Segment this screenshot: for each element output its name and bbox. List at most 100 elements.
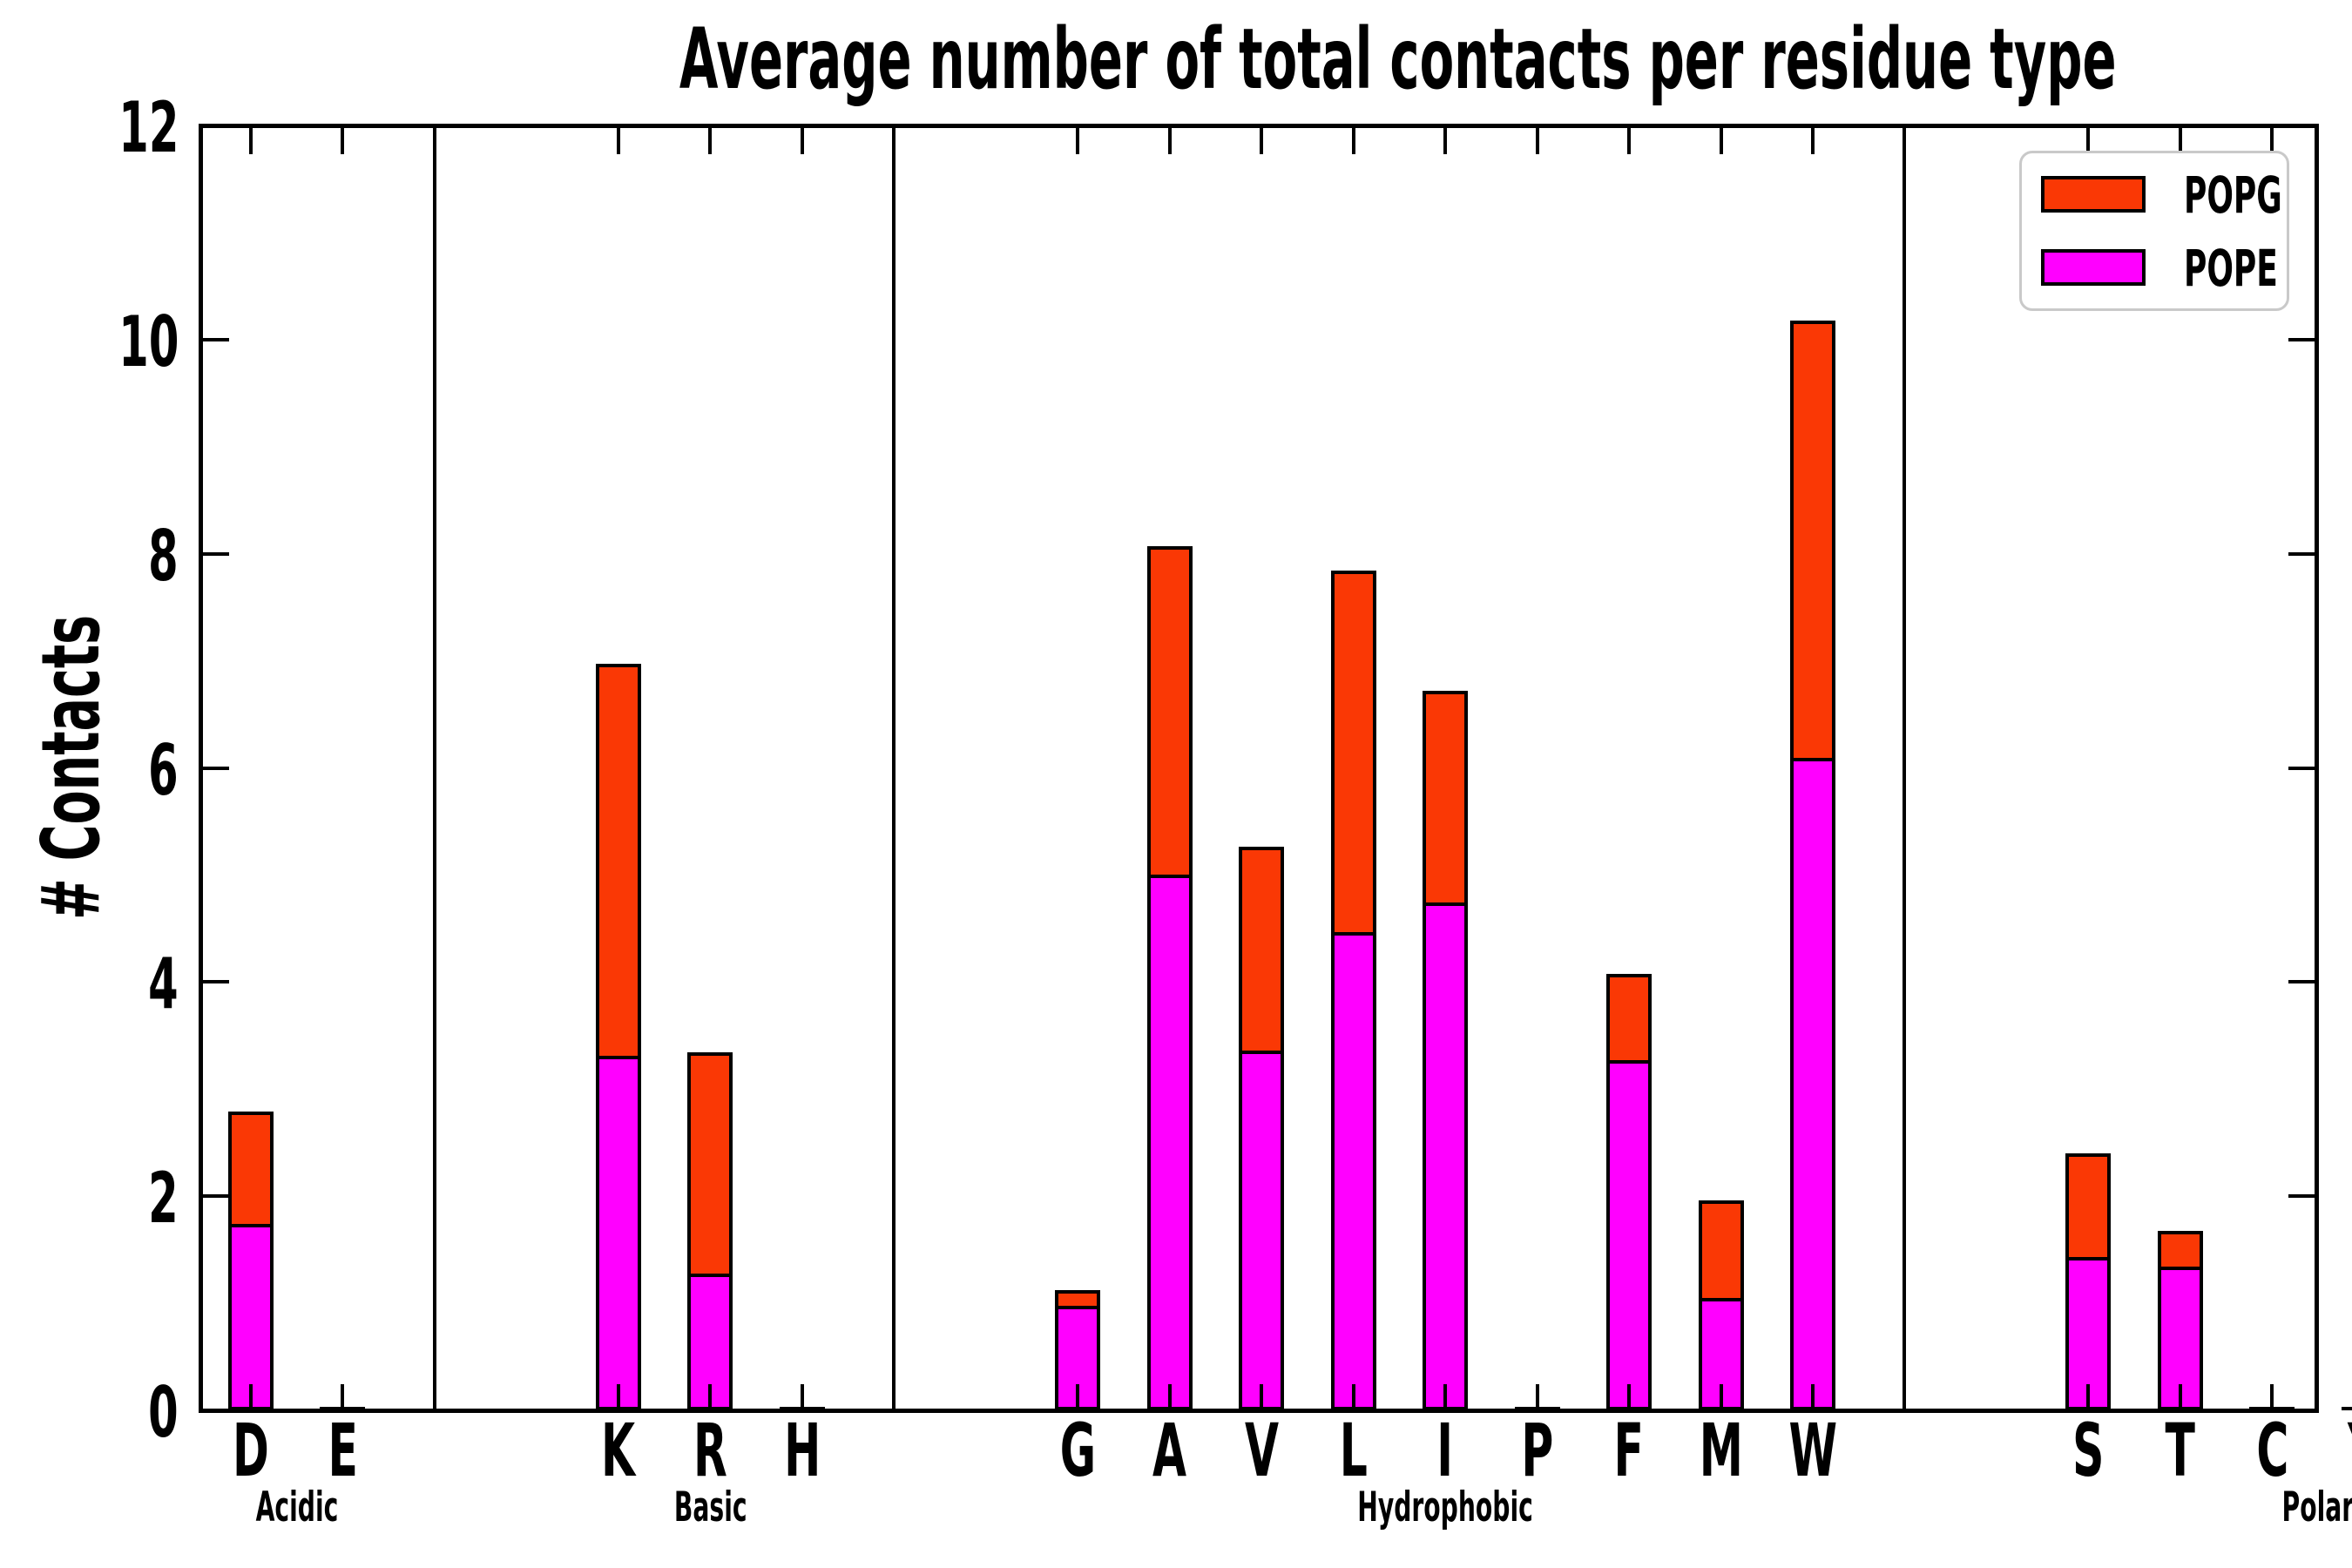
bar-T-popg xyxy=(2157,1230,2203,1271)
legend-swatch-pope xyxy=(2041,249,2146,286)
x-tick-label-S: S xyxy=(2027,1413,2149,1488)
y-tick-right-2 xyxy=(2288,1194,2315,1199)
x-tick-letter: A xyxy=(1152,1408,1187,1493)
x-tick-letter: C xyxy=(2255,1408,2288,1493)
y-tick-value: 12 xyxy=(118,87,179,168)
y-tick-left-6 xyxy=(203,766,229,770)
x-tick-top-P xyxy=(1535,128,1539,154)
x-tick-top-L xyxy=(1351,128,1355,154)
y-tick-label-2: 2 xyxy=(48,1163,179,1234)
legend-swatch-popg xyxy=(2041,176,2146,213)
bar-M-popg xyxy=(1698,1200,1744,1301)
x-tick-label-P: P xyxy=(1477,1413,1598,1488)
x-tick-label-D: D xyxy=(190,1413,312,1488)
y-tick-value: 4 xyxy=(148,943,179,1025)
x-tick-label-V: V xyxy=(1200,1413,1322,1488)
x-tick-bottom-C xyxy=(2270,1384,2274,1410)
x-tick-bottom-L xyxy=(1351,1384,1355,1410)
bar-R-popg xyxy=(687,1052,733,1277)
group-divider-2 xyxy=(892,128,896,1409)
y-tick-right-4 xyxy=(2288,980,2315,984)
x-tick-bottom-R xyxy=(708,1384,713,1410)
y-tick-value: 6 xyxy=(148,729,179,811)
x-tick-top-T xyxy=(2178,128,2182,154)
x-tick-top-E xyxy=(341,128,345,154)
x-tick-letter: Y xyxy=(2349,1413,2352,1488)
x-tick-letter: R xyxy=(693,1408,727,1493)
x-tick-bottom-S xyxy=(2086,1384,2091,1410)
x-tick-label-H: H xyxy=(741,1413,863,1488)
x-tick-top-F xyxy=(1627,128,1632,154)
x-tick-label-A: A xyxy=(1109,1413,1231,1488)
bar-V-popg xyxy=(1239,847,1285,1054)
chart-title-text: Average number of total contacts per res… xyxy=(679,10,2117,108)
x-tick-top-V xyxy=(1260,128,1264,154)
x-tick-bottom-P xyxy=(1535,1384,1539,1410)
bar-S-popg xyxy=(2065,1153,2112,1261)
bar-W-popg xyxy=(1789,320,1835,762)
bottom-spine xyxy=(199,1409,2319,1413)
left-spine xyxy=(199,124,203,1413)
bar-K-pope xyxy=(595,1056,641,1410)
x-tick-label-R: R xyxy=(649,1413,771,1488)
bar-G-popg xyxy=(1055,1290,1101,1309)
x-tick-bottom-F xyxy=(1627,1384,1632,1410)
y-tick-left-8 xyxy=(203,551,229,556)
bar-L-popg xyxy=(1330,571,1376,936)
x-tick-label-K: K xyxy=(558,1413,679,1488)
bar-D-popg xyxy=(228,1112,274,1228)
group-label-text: Hydrophobic xyxy=(1357,1484,1533,1531)
y-tick-right-10 xyxy=(2288,337,2315,341)
x-tick-letter: T xyxy=(2165,1408,2196,1493)
top-spine xyxy=(199,124,2319,128)
x-tick-letter: W xyxy=(1788,1408,1837,1493)
bar-I-pope xyxy=(1423,902,1469,1410)
legend-label-pope: POPE xyxy=(2184,239,2278,298)
x-tick-label-E: E xyxy=(281,1413,403,1488)
group-label-text: Basic xyxy=(673,1484,747,1531)
group-divider-1 xyxy=(432,128,436,1409)
x-tick-label-M: M xyxy=(1660,1413,1782,1488)
y-tick-label-6: 6 xyxy=(48,729,179,811)
x-tick-label-T: T xyxy=(2119,1413,2241,1488)
x-tick-letter: E xyxy=(328,1408,358,1493)
y-tick-label-0: 0 xyxy=(48,1377,179,1449)
x-tick-letter: S xyxy=(2072,1408,2105,1493)
group-label-text: Acidic xyxy=(255,1484,339,1531)
x-tick-bottom-I xyxy=(1443,1384,1448,1410)
bar-L-pope xyxy=(1330,931,1376,1410)
x-tick-letter: M xyxy=(1699,1408,1743,1493)
bar-A-pope xyxy=(1146,875,1193,1410)
group-label-hydrophobic: Hydrophobic xyxy=(1245,1486,1646,1530)
y-tick-left-2 xyxy=(203,1194,229,1199)
x-tick-bottom-D xyxy=(249,1384,253,1410)
x-tick-letter: P xyxy=(1521,1408,1554,1493)
x-tick-bottom-E xyxy=(341,1384,345,1410)
x-tick-bottom-T xyxy=(2178,1384,2182,1410)
x-tick-top-G xyxy=(1076,128,1080,154)
zero-bar-Y xyxy=(2341,1407,2352,1410)
y-tick-value: 2 xyxy=(148,1158,179,1240)
x-tick-bottom-K xyxy=(616,1384,620,1410)
right-spine xyxy=(2315,124,2319,1413)
group-divider-3 xyxy=(1903,128,1907,1409)
bar-F-pope xyxy=(1606,1060,1652,1410)
legend: POPG POPE xyxy=(2019,151,2289,311)
x-tick-label-L: L xyxy=(1293,1413,1415,1488)
y-tick-value: 8 xyxy=(148,515,179,597)
x-tick-letter: G xyxy=(1059,1408,1096,1493)
x-tick-top-H xyxy=(800,128,804,154)
bar-F-popg xyxy=(1606,973,1652,1064)
legend-label-popg: POPG xyxy=(2184,166,2282,225)
chart-title: Average number of total contacts per res… xyxy=(200,16,2317,103)
bar-V-pope xyxy=(1239,1051,1285,1410)
x-tick-letter: H xyxy=(783,1408,821,1493)
x-tick-top-M xyxy=(1719,128,1723,154)
x-tick-letter: L xyxy=(1339,1408,1368,1493)
bar-A-popg xyxy=(1146,546,1193,879)
group-label-acidic: Acidic xyxy=(97,1486,497,1530)
y-tick-right-6 xyxy=(2288,766,2315,770)
y-tick-label-12: 12 xyxy=(48,92,179,164)
x-tick-top-S xyxy=(2086,128,2091,154)
